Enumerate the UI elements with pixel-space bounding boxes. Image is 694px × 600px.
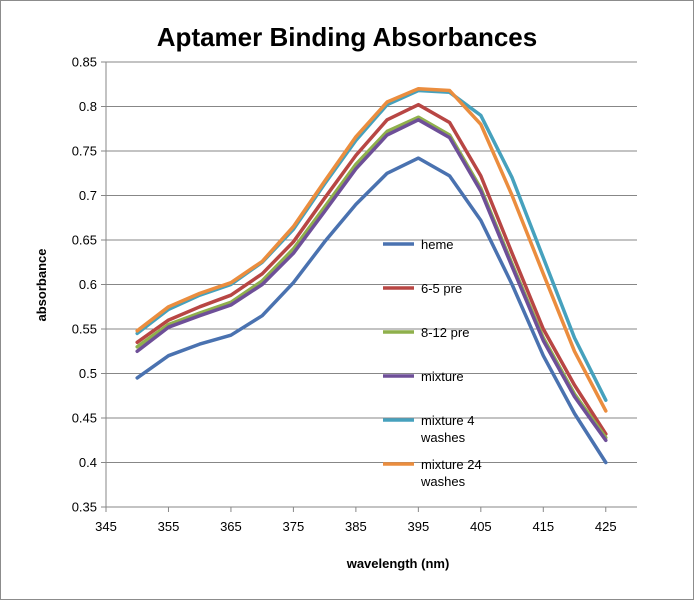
legend-label: washes	[420, 474, 466, 489]
legend: heme 6-5 pre 8-12 pre mixture mixture 4 washe…	[383, 237, 482, 489]
x-tick-label: 415	[532, 519, 554, 534]
series-lines	[135, 86, 608, 465]
y-tick-label: 0.65	[72, 233, 97, 248]
x-tick-label: 355	[158, 519, 180, 534]
legend-label: mixture 24	[421, 457, 482, 472]
tick-labels: 0.35 0.4 0.45 0.5 0.55 0.6 0.65 0.7 0.75 0.8 0.85 3…	[72, 55, 617, 535]
legend-label: 8-12 pre	[421, 325, 469, 340]
x-tick-label: 385	[345, 519, 367, 534]
y-tick-label: 0.45	[72, 411, 97, 426]
legend-label: mixture 4	[421, 413, 474, 428]
x-tick-label: 345	[95, 519, 117, 534]
y-tick-label: 0.75	[72, 144, 97, 159]
x-axis-label: wavelength (nm)	[346, 556, 450, 571]
series-line-3	[135, 118, 608, 443]
legend-label: 6-5 pre	[421, 281, 462, 296]
legend-label: heme	[421, 237, 454, 252]
axes	[105, 62, 637, 508]
y-tick-label: 0.6	[79, 277, 97, 292]
series-line-5	[135, 86, 608, 413]
y-tick-label: 0.7	[79, 188, 97, 203]
y-tick-label: 0.55	[72, 322, 97, 337]
chart-title: Aptamer Binding Absorbances	[157, 22, 537, 52]
x-tick-label: 395	[408, 519, 430, 534]
y-tick-label: 0.8	[79, 99, 97, 114]
y-tick-label: 0.5	[79, 366, 97, 381]
x-tick-label: 425	[595, 519, 617, 534]
y-tick-label: 0.35	[72, 500, 97, 515]
series-line-2	[135, 115, 608, 440]
y-tick-label: 0.85	[72, 55, 97, 70]
legend-label: mixture	[421, 369, 464, 384]
x-tick-label: 365	[220, 519, 242, 534]
grid-lines	[101, 61, 637, 512]
x-tick-label: 405	[470, 519, 492, 534]
x-tick-label: 375	[283, 519, 305, 534]
series-line-0	[135, 156, 608, 465]
legend-label: washes	[420, 430, 466, 445]
y-tick-label: 0.4	[79, 455, 97, 470]
y-axis-label: absorbance	[34, 249, 49, 322]
series-line-1	[135, 102, 608, 436]
